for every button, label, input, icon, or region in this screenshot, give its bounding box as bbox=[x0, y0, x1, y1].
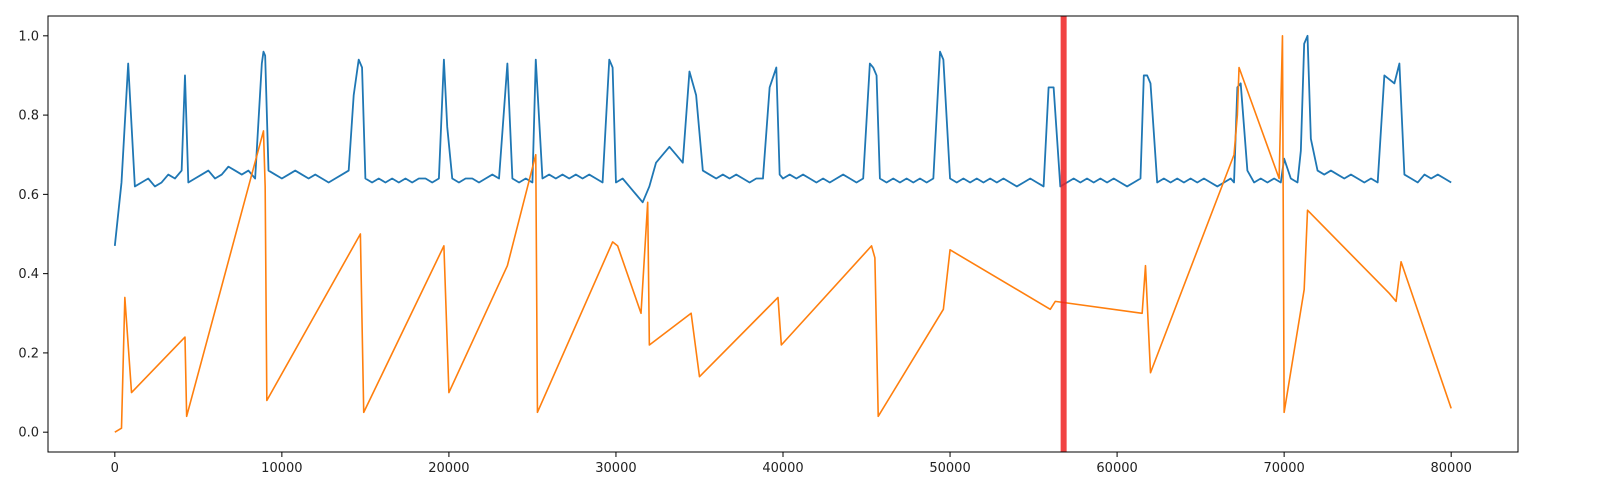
plot-frame bbox=[47, 15, 1519, 453]
y-tick-label: 0.2 bbox=[18, 346, 39, 361]
y-tick-label: 0.8 bbox=[18, 109, 39, 124]
series-line-1 bbox=[114, 35, 1452, 433]
x-tick-label: 70000 bbox=[1263, 461, 1304, 476]
x-axis: 0 10000 20000 30000 40000 50000 60000 70000 8000… bbox=[111, 452, 1472, 476]
x-tick-label: 80000 bbox=[1431, 461, 1472, 476]
x-tick-label: 0 bbox=[111, 461, 119, 476]
x-tick-label: 20000 bbox=[428, 461, 469, 476]
x-tick-label: 60000 bbox=[1096, 461, 1137, 476]
x-tick-label: 50000 bbox=[929, 461, 970, 476]
x-tick-label: 30000 bbox=[595, 461, 636, 476]
x-tick-label: 40000 bbox=[762, 461, 803, 476]
series-line-0 bbox=[113, 34, 1452, 246]
y-tick-label: 1.0 bbox=[18, 29, 39, 44]
vertical-marker-layer bbox=[1060, 16, 1067, 452]
y-tick-label: 0.0 bbox=[18, 426, 39, 441]
y-axis: 0.0 0.2 0.4 0.6 0.8 1.0 bbox=[18, 29, 48, 441]
y-tick-label: 0.4 bbox=[18, 267, 39, 282]
series-layer bbox=[113, 34, 1452, 433]
y-tick-label: 0.6 bbox=[18, 188, 39, 203]
x-tick-label: 10000 bbox=[261, 461, 302, 476]
vertical-marker-line bbox=[1060, 16, 1067, 452]
